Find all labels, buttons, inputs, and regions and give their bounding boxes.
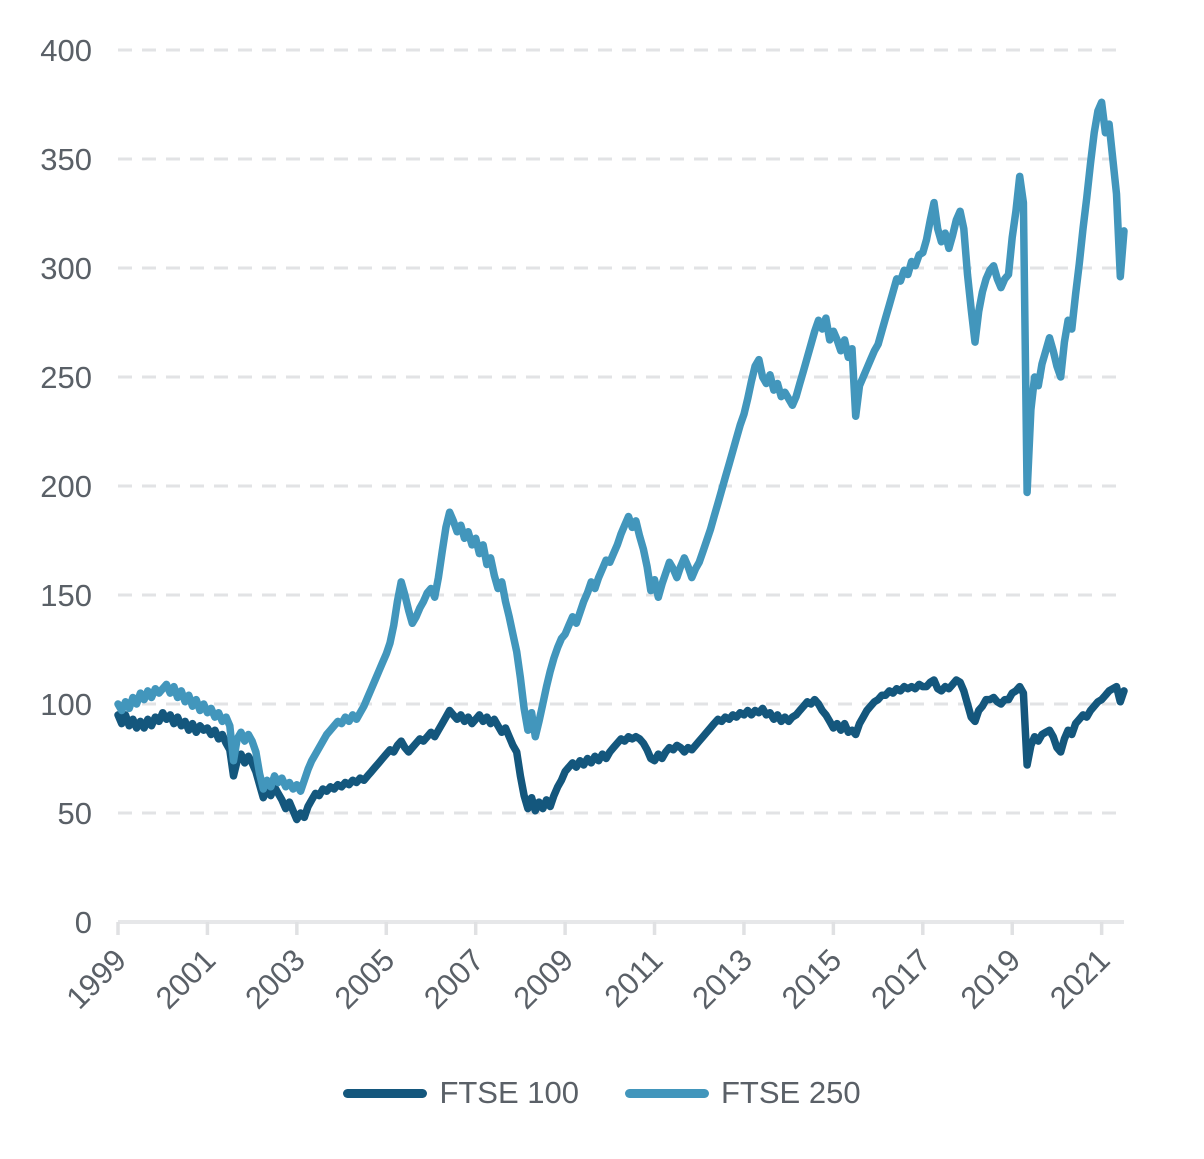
x-axis-label-2009: 2009 — [507, 942, 581, 1016]
y-axis-label-300: 300 — [40, 251, 92, 286]
x-axis-label-2021: 2021 — [1043, 942, 1117, 1016]
x-axis-label-2015: 2015 — [775, 942, 849, 1016]
y-axis-label-50: 50 — [58, 796, 92, 831]
y-axis-label-150: 150 — [40, 578, 92, 613]
x-axis-label-1999: 1999 — [59, 942, 133, 1016]
series-line-ftse-100 — [114, 676, 1128, 824]
y-axis-label-350: 350 — [40, 142, 92, 177]
legend: FTSE 100 FTSE 250 — [0, 1072, 1204, 1114]
ftse250-legend-label: FTSE 250 — [721, 1075, 861, 1110]
x-axis-label-2013: 2013 — [685, 942, 759, 1016]
x-axis-label-2011: 2011 — [598, 942, 670, 1014]
legend-item-ftse250: FTSE 250 — [625, 1072, 861, 1114]
y-axis-label-400: 400 — [40, 33, 92, 68]
x-axis-label-2019: 2019 — [954, 942, 1028, 1016]
y-axis-label-200: 200 — [40, 469, 92, 504]
ftse100-legend-label: FTSE 100 — [439, 1075, 579, 1110]
ftse250-line-swatch — [625, 1088, 709, 1098]
legend-item-ftse100: FTSE 100 — [343, 1072, 579, 1114]
x-axis-label-2017: 2017 — [864, 942, 938, 1016]
y-axis-label-250: 250 — [40, 360, 92, 395]
series-line-ftse-250 — [114, 98, 1128, 795]
x-axis-label-2001: 2001 — [149, 942, 223, 1016]
ftse100-line-swatch — [343, 1088, 428, 1098]
x-axis-label-2003: 2003 — [238, 942, 312, 1016]
x-axis-label-2007: 2007 — [417, 942, 491, 1016]
y-axis-label-0: 0 — [75, 905, 92, 940]
x-axis-label-2005: 2005 — [328, 942, 402, 1016]
y-axis-label-100: 100 — [40, 687, 92, 722]
